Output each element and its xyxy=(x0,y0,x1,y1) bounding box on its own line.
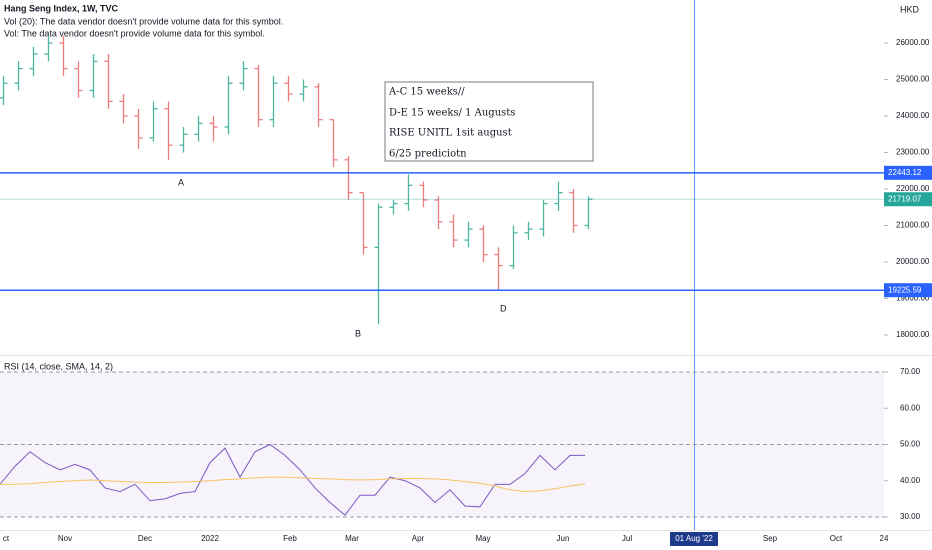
x-tick-label: ct xyxy=(3,534,10,543)
rsi-line xyxy=(0,476,586,493)
y-tick-label: 26000.00 xyxy=(896,38,930,47)
y-tick-label: 22000.00 xyxy=(896,184,930,193)
last-price-bg xyxy=(884,192,932,207)
note-line: D-E 15 weeks/ 1 Augusts xyxy=(389,108,515,119)
note-line: 6/25 prediciotn xyxy=(389,149,467,160)
y-tick-label: 60.00 xyxy=(900,403,921,412)
x-tick-label: Jul xyxy=(622,534,632,543)
x-tick-label: Mar xyxy=(345,534,359,543)
y-tick-label: 50.00 xyxy=(900,440,921,449)
rsi-line xyxy=(0,443,585,516)
y-tick-label: 19000.00 xyxy=(896,294,930,303)
point-label: D xyxy=(500,303,507,313)
x-tick-label: Apr xyxy=(412,534,425,543)
last-price-label: 21719.07 xyxy=(888,194,922,203)
point-label: B xyxy=(355,328,361,338)
y-tick-label: 40.00 xyxy=(900,476,921,485)
y-tick-label: 18000.00 xyxy=(896,330,930,339)
x-tick-label: 01 Aug '22 xyxy=(675,534,713,543)
y-tick-label: 23000.00 xyxy=(896,148,930,157)
y-tick-label: 24000.00 xyxy=(896,111,930,120)
note-box xyxy=(384,81,594,162)
x-tick-label: Sep xyxy=(763,534,778,543)
y-tick-label: 25000.00 xyxy=(896,75,930,84)
x-tick-label: 24 xyxy=(880,534,889,543)
x-tick-label: May xyxy=(475,534,490,543)
legend-line: Vol (20): The data vendor doesn't provid… xyxy=(4,16,283,26)
legend-line: Vol: The data vendor doesn't provide vol… xyxy=(4,28,265,38)
currency: HKD xyxy=(900,4,920,14)
y-tick-label: 30.00 xyxy=(900,512,921,521)
time-label-bg xyxy=(670,532,718,546)
rsi-title: RSI (14, close, SMA, 14, 2) xyxy=(4,361,113,371)
note-line: RISE UNITL 1sit august xyxy=(389,128,512,139)
x-tick-label: Dec xyxy=(138,534,152,543)
x-tick-label: Nov xyxy=(58,534,72,543)
note-line: A-C 15 weeks// xyxy=(388,87,465,98)
x-tick-label: Feb xyxy=(283,534,297,543)
y-tick-label: 20000.00 xyxy=(896,257,930,266)
price-label: 22443.12 xyxy=(888,168,922,177)
y-tick-label: 21000.00 xyxy=(896,221,930,230)
price-label-bg xyxy=(884,165,932,180)
y-tick-label: 70.00 xyxy=(900,367,921,376)
x-tick-label: 2022 xyxy=(201,534,219,543)
x-tick-label: Oct xyxy=(830,534,843,543)
price-label-bg xyxy=(884,283,932,298)
point-label: A xyxy=(178,177,184,187)
price-label: 19225.59 xyxy=(888,285,922,294)
symbol-title: Hang Seng Index, 1W, TVC xyxy=(4,3,119,13)
x-tick-label: Jun xyxy=(557,534,570,543)
